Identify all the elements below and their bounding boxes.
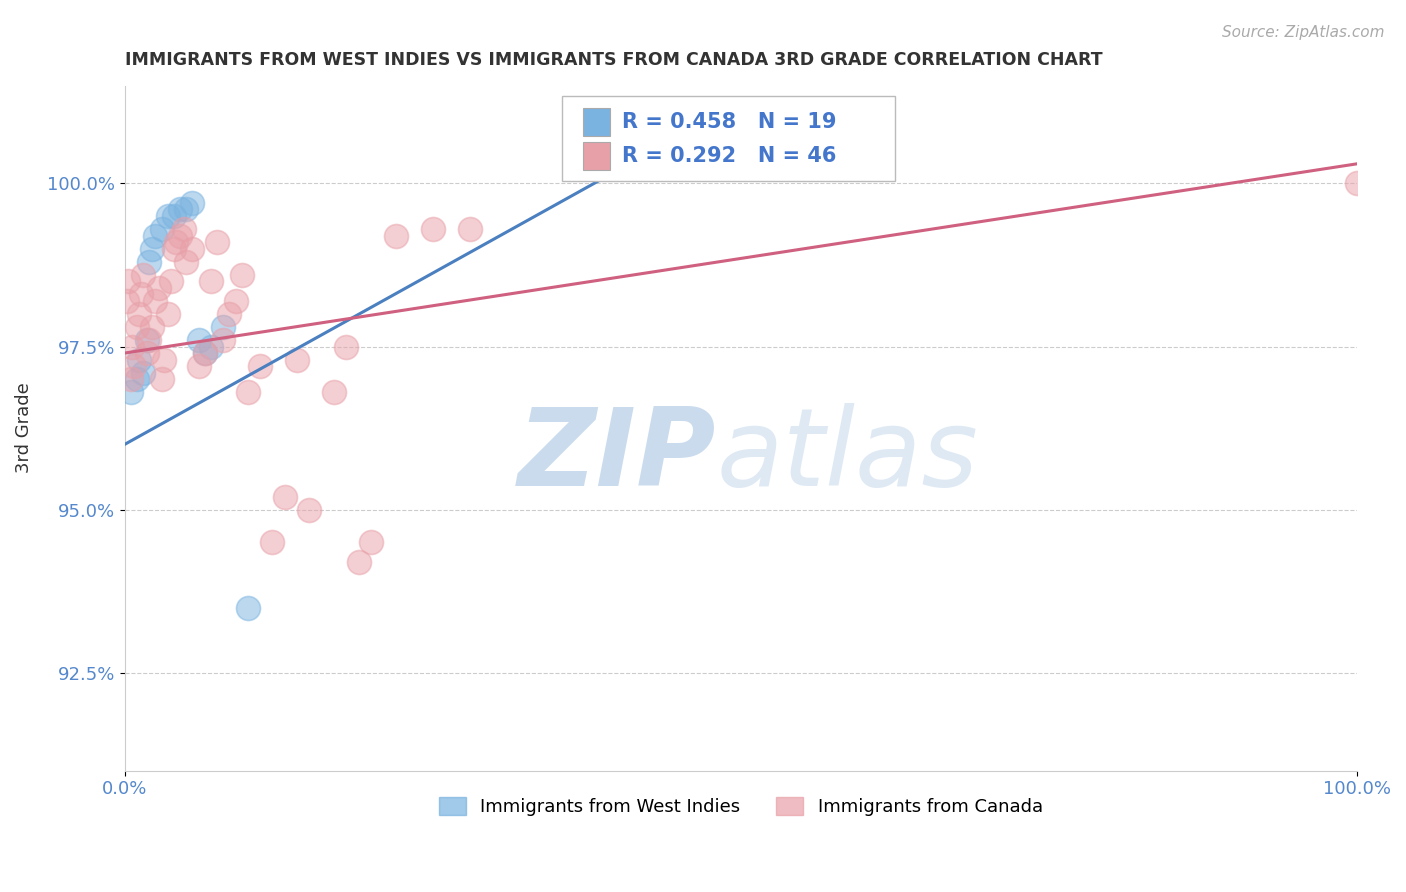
Point — [120, 385, 142, 400]
Point — [163, 242, 186, 256]
Point — [225, 293, 247, 308]
Point — [458, 222, 481, 236]
Point — [384, 228, 406, 243]
Point — [124, 359, 146, 373]
Point — [335, 339, 357, 353]
Point — [141, 242, 163, 256]
Point — [360, 535, 382, 549]
Point — [145, 293, 167, 308]
Point — [218, 307, 240, 321]
Point — [236, 600, 259, 615]
Point — [128, 307, 150, 321]
Bar — [583, 143, 610, 169]
Point — [212, 320, 235, 334]
Point — [160, 274, 183, 288]
Point — [173, 222, 195, 236]
Point — [169, 228, 191, 243]
Point — [298, 502, 321, 516]
Point — [187, 359, 209, 373]
Point — [150, 222, 173, 236]
FancyBboxPatch shape — [562, 95, 894, 181]
Legend: Immigrants from West Indies, Immigrants from Canada: Immigrants from West Indies, Immigrants … — [432, 789, 1050, 823]
Point — [200, 339, 222, 353]
Point — [148, 281, 170, 295]
Text: Source: ZipAtlas.com: Source: ZipAtlas.com — [1222, 25, 1385, 40]
Point — [249, 359, 271, 373]
Point — [117, 274, 139, 288]
Text: R = 0.292   N = 46: R = 0.292 N = 46 — [623, 146, 837, 166]
Text: ZIP: ZIP — [517, 402, 716, 508]
Point — [205, 235, 228, 249]
Point — [145, 228, 167, 243]
Point — [231, 268, 253, 282]
Point — [156, 209, 179, 223]
Point — [200, 274, 222, 288]
Y-axis label: 3rd Grade: 3rd Grade — [15, 383, 32, 474]
Point — [150, 372, 173, 386]
Point — [153, 352, 176, 367]
Point — [128, 352, 150, 367]
Point — [174, 254, 197, 268]
Point — [156, 307, 179, 321]
Text: IMMIGRANTS FROM WEST INDIES VS IMMIGRANTS FROM CANADA 3RD GRADE CORRELATION CHAR: IMMIGRANTS FROM WEST INDIES VS IMMIGRANT… — [125, 51, 1102, 69]
Point — [181, 196, 204, 211]
Point — [262, 535, 284, 549]
Point — [194, 346, 217, 360]
Point — [163, 209, 186, 223]
Point — [125, 320, 148, 334]
Point — [194, 346, 217, 360]
Point — [135, 333, 157, 347]
Point — [120, 372, 142, 386]
Point — [422, 222, 444, 236]
Point — [138, 254, 160, 268]
Point — [129, 287, 152, 301]
Text: R = 0.458   N = 19: R = 0.458 N = 19 — [623, 112, 837, 132]
Point — [141, 320, 163, 334]
Point — [323, 385, 346, 400]
Point — [169, 202, 191, 217]
Point — [187, 333, 209, 347]
Point — [165, 235, 187, 249]
Point — [174, 202, 197, 217]
Bar — [583, 108, 610, 136]
Point — [212, 333, 235, 347]
Point — [135, 346, 157, 360]
Point — [347, 555, 370, 569]
Point — [121, 339, 143, 353]
Point — [132, 268, 155, 282]
Point — [285, 352, 308, 367]
Point — [274, 490, 297, 504]
Point — [181, 242, 204, 256]
Text: atlas: atlas — [716, 403, 979, 508]
Point — [138, 333, 160, 347]
Point — [132, 366, 155, 380]
Point — [1346, 177, 1368, 191]
Point — [115, 293, 138, 308]
Point — [125, 372, 148, 386]
Point — [236, 385, 259, 400]
